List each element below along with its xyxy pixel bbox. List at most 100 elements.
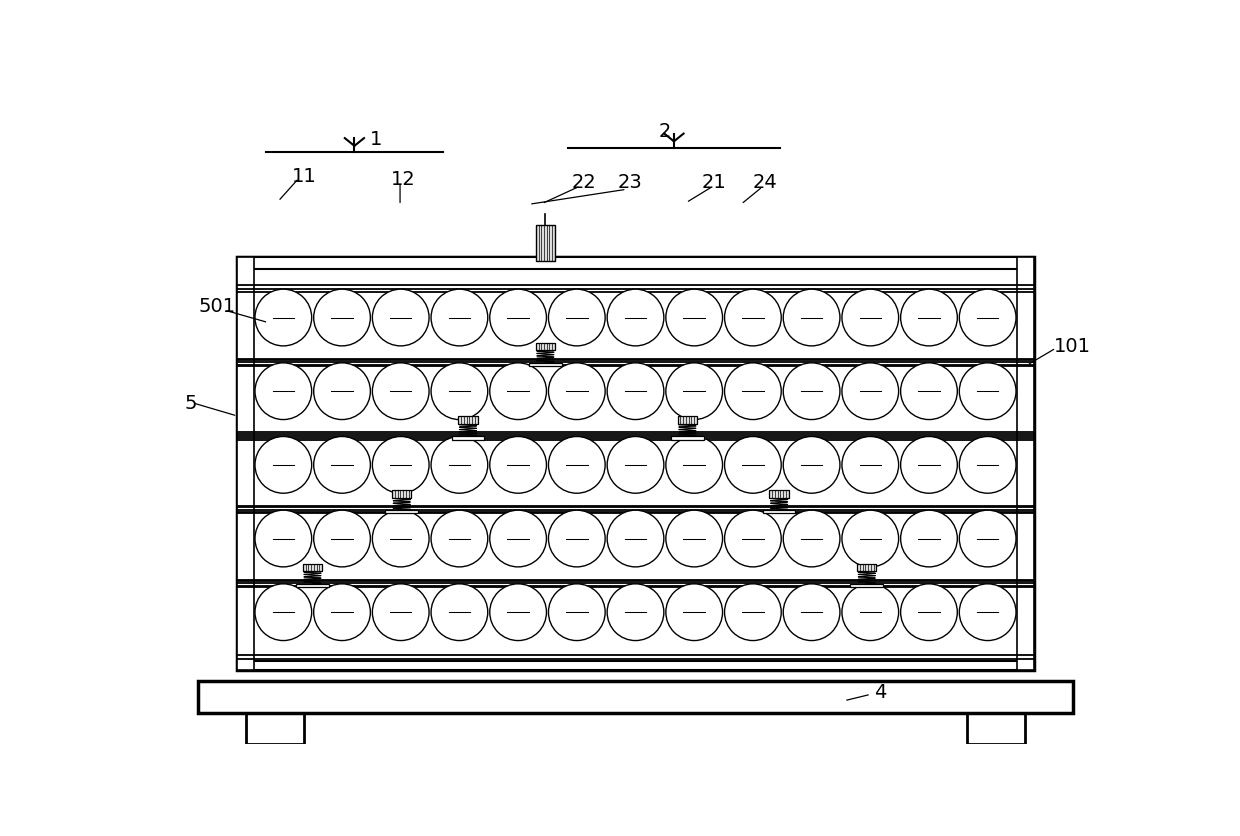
Bar bbox=[237, 258, 1034, 670]
Ellipse shape bbox=[608, 364, 663, 420]
Bar bbox=[857, 564, 877, 572]
Ellipse shape bbox=[960, 290, 1016, 346]
Ellipse shape bbox=[490, 584, 547, 640]
Ellipse shape bbox=[900, 437, 957, 493]
Ellipse shape bbox=[666, 290, 723, 346]
Bar bbox=[851, 584, 883, 588]
Bar bbox=[770, 491, 789, 498]
Ellipse shape bbox=[608, 584, 663, 640]
Ellipse shape bbox=[314, 364, 371, 420]
Text: 2: 2 bbox=[658, 122, 671, 140]
Ellipse shape bbox=[548, 584, 605, 640]
Text: 501: 501 bbox=[198, 297, 236, 316]
Ellipse shape bbox=[724, 511, 781, 567]
Text: 23: 23 bbox=[618, 173, 642, 192]
Bar bbox=[296, 584, 329, 588]
Ellipse shape bbox=[432, 290, 487, 346]
Text: 11: 11 bbox=[291, 167, 316, 186]
Ellipse shape bbox=[314, 290, 371, 346]
Bar bbox=[237, 258, 254, 670]
Bar bbox=[536, 226, 556, 261]
Text: 12: 12 bbox=[391, 170, 415, 188]
Ellipse shape bbox=[255, 584, 311, 640]
Ellipse shape bbox=[548, 290, 605, 346]
Bar bbox=[386, 510, 418, 514]
Bar bbox=[671, 436, 703, 441]
Bar bbox=[451, 436, 485, 441]
Ellipse shape bbox=[372, 511, 429, 567]
Bar bbox=[198, 681, 1073, 713]
Ellipse shape bbox=[666, 511, 723, 567]
Ellipse shape bbox=[666, 437, 723, 493]
Ellipse shape bbox=[490, 437, 547, 493]
Ellipse shape bbox=[372, 437, 429, 493]
Ellipse shape bbox=[724, 584, 781, 640]
Ellipse shape bbox=[784, 437, 839, 493]
Ellipse shape bbox=[490, 290, 547, 346]
Ellipse shape bbox=[548, 437, 605, 493]
Bar bbox=[392, 491, 412, 498]
Ellipse shape bbox=[666, 364, 723, 420]
Ellipse shape bbox=[900, 511, 957, 567]
Text: 4: 4 bbox=[874, 682, 887, 701]
Bar bbox=[237, 258, 1034, 270]
Ellipse shape bbox=[255, 364, 311, 420]
Ellipse shape bbox=[842, 290, 899, 346]
Text: 5: 5 bbox=[185, 394, 197, 412]
Ellipse shape bbox=[608, 437, 663, 493]
Text: 21: 21 bbox=[702, 173, 727, 192]
Ellipse shape bbox=[842, 511, 899, 567]
Ellipse shape bbox=[842, 584, 899, 640]
Ellipse shape bbox=[960, 364, 1016, 420]
Bar bbox=[967, 713, 1024, 744]
Ellipse shape bbox=[900, 364, 957, 420]
Text: 22: 22 bbox=[572, 173, 596, 192]
Bar bbox=[303, 564, 322, 572]
Ellipse shape bbox=[372, 584, 429, 640]
Bar bbox=[1017, 258, 1034, 670]
Ellipse shape bbox=[666, 584, 723, 640]
Bar bbox=[763, 510, 795, 514]
Ellipse shape bbox=[960, 437, 1016, 493]
Ellipse shape bbox=[784, 511, 839, 567]
Ellipse shape bbox=[900, 584, 957, 640]
Bar bbox=[237, 661, 1034, 670]
Ellipse shape bbox=[784, 584, 839, 640]
Ellipse shape bbox=[490, 511, 547, 567]
Ellipse shape bbox=[432, 511, 487, 567]
Ellipse shape bbox=[372, 290, 429, 346]
Ellipse shape bbox=[255, 511, 311, 567]
Bar bbox=[247, 713, 304, 744]
Ellipse shape bbox=[784, 290, 839, 346]
Ellipse shape bbox=[724, 290, 781, 346]
Bar bbox=[536, 344, 556, 351]
Ellipse shape bbox=[724, 437, 781, 493]
Ellipse shape bbox=[314, 511, 371, 567]
Ellipse shape bbox=[842, 437, 899, 493]
Ellipse shape bbox=[490, 364, 547, 420]
Ellipse shape bbox=[608, 511, 663, 567]
Ellipse shape bbox=[960, 584, 1016, 640]
Ellipse shape bbox=[900, 290, 957, 346]
Ellipse shape bbox=[724, 364, 781, 420]
Ellipse shape bbox=[960, 511, 1016, 567]
Ellipse shape bbox=[842, 364, 899, 420]
Ellipse shape bbox=[432, 437, 487, 493]
Ellipse shape bbox=[608, 290, 663, 346]
Bar bbox=[459, 417, 477, 425]
Bar bbox=[678, 417, 697, 425]
Ellipse shape bbox=[314, 584, 371, 640]
Text: 101: 101 bbox=[1054, 337, 1091, 355]
Ellipse shape bbox=[372, 364, 429, 420]
Ellipse shape bbox=[255, 437, 311, 493]
Ellipse shape bbox=[314, 437, 371, 493]
Bar bbox=[529, 363, 562, 367]
Ellipse shape bbox=[432, 584, 487, 640]
Ellipse shape bbox=[255, 290, 311, 346]
Text: 1: 1 bbox=[370, 130, 382, 149]
Text: 24: 24 bbox=[753, 173, 777, 192]
Ellipse shape bbox=[548, 364, 605, 420]
Ellipse shape bbox=[432, 364, 487, 420]
Ellipse shape bbox=[548, 511, 605, 567]
Ellipse shape bbox=[784, 364, 839, 420]
